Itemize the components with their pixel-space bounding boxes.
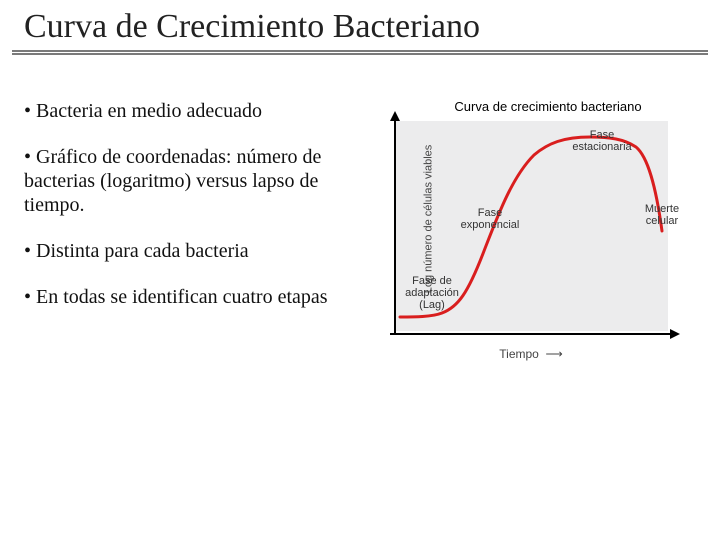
chart-column: Curva de crecimiento bacteriano Log núme… <box>348 99 710 379</box>
slide-title: Curva de Crecimiento Bacteriano <box>24 8 696 46</box>
bullet-list: • Bacteria en medio adecuado • Gráfico d… <box>24 99 344 379</box>
y-axis-arrow-icon <box>390 111 400 121</box>
x-axis-arrow-icon <box>670 329 680 339</box>
x-arrow-glyph-icon: ⟶ <box>546 347 563 361</box>
phase-label: Fase deadaptación(Lag) <box>400 275 464 311</box>
bullet-item: • Distinta para cada bacteria <box>24 239 344 263</box>
bullet-item: • En todas se identifican cuatro etapas <box>24 285 344 309</box>
phase-label: Muertecelular <box>636 203 688 227</box>
x-axis-label: Tiempo ⟶ <box>394 347 668 361</box>
phase-label: Faseexponencial <box>454 207 526 231</box>
growth-curve-chart: Curva de crecimiento bacteriano Log núme… <box>348 99 698 379</box>
slide-header: Curva de Crecimiento Bacteriano <box>0 0 720 50</box>
content-row: • Bacteria en medio adecuado • Gráfico d… <box>0 55 720 379</box>
bullet-item: • Bacteria en medio adecuado <box>24 99 344 123</box>
x-axis <box>390 333 672 335</box>
phase-label: Faseestacionaria <box>566 129 638 153</box>
chart-title: Curva de crecimiento bacteriano <box>398 99 698 114</box>
bullet-item: • Gráfico de coordenadas: número de bact… <box>24 145 344 217</box>
